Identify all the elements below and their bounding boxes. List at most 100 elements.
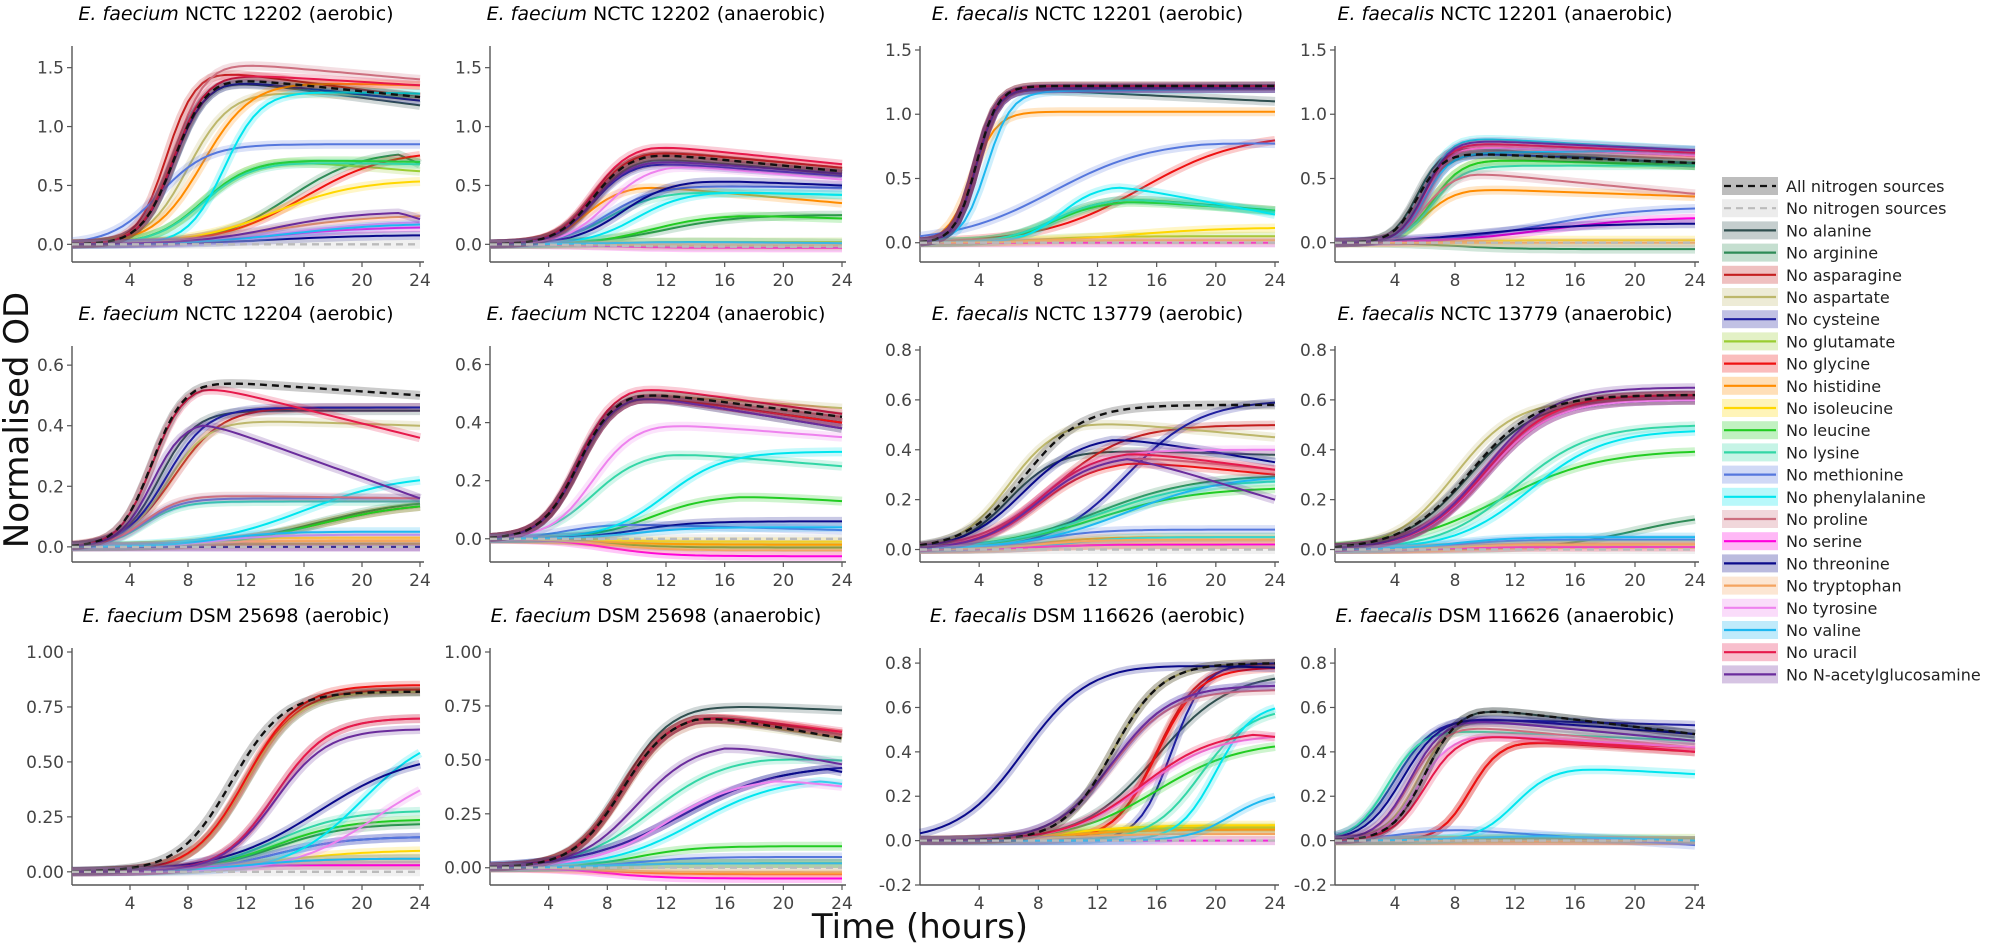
y-tick-label: 0.0 — [37, 235, 64, 255]
legend-label: No glutamate — [1786, 332, 1895, 351]
series-line-no-tryptophan — [490, 538, 842, 552]
x-tick-label: 8 — [1450, 894, 1461, 914]
x-tick-label: 8 — [602, 271, 613, 291]
y-tick-label: 0.2 — [37, 477, 64, 497]
series-line-no-valine — [71, 530, 420, 548]
x-tick-label: 8 — [602, 571, 613, 591]
y-tick-label: 0.75 — [444, 697, 482, 717]
series-line-no-threonine — [1334, 222, 1696, 243]
panel-10: E. faecium DSM 25698 (anaerobic) 0.00 0.25… — [444, 605, 853, 914]
series-line-no-tyrosine — [489, 780, 843, 868]
y-tick-label: 0.4 — [885, 743, 912, 763]
series-line-no-lysine — [1334, 164, 1695, 244]
x-tick-label: 4 — [125, 271, 136, 291]
x-tick-label: 24 — [409, 571, 431, 591]
x-tick-label: 8 — [1033, 271, 1044, 291]
series-line-no-uracil — [1334, 736, 1696, 842]
legend-label: No N-acetylglucosamine — [1786, 665, 1981, 684]
x-tick-label: 16 — [1146, 271, 1168, 291]
panel-title: E. faecalis NCTC 13779 (aerobic) — [932, 303, 1243, 325]
y-tick-label: 0.6 — [1300, 698, 1327, 718]
panel-title-species: E. faecium — [487, 3, 593, 25]
x-tick-label: 20 — [351, 894, 373, 914]
y-tick-label: 0.8 — [885, 654, 912, 674]
x-tick-label: 16 — [293, 271, 315, 291]
panel-title-strain: DSM 25698 (aerobic) — [189, 605, 390, 627]
x-tick-label: 4 — [1390, 571, 1401, 591]
y-tick-label: 1.5 — [37, 59, 64, 79]
x-tick-label: 12 — [1504, 271, 1526, 291]
legend-item-no-serine: No serine — [1722, 532, 1862, 551]
series-line-no-lysine — [1334, 730, 1696, 838]
legend-item-no-threonine: No threonine — [1722, 554, 1890, 573]
legend-label: No asparagine — [1786, 266, 1902, 285]
series-line-no-n-acetylglucosamine — [71, 424, 421, 547]
series-line-no-threonine — [489, 180, 843, 245]
x-tick-label: 16 — [1564, 571, 1586, 591]
panel-title-strain: NCTC 12201 (aerobic) — [1034, 3, 1243, 25]
legend-label: No cysteine — [1786, 310, 1880, 329]
series-line-no-lysine — [1334, 424, 1696, 550]
series-line-all-nitrogen-sources — [919, 403, 1275, 547]
x-tick-label: 24 — [831, 571, 853, 591]
y-tick-label: 0.75 — [26, 698, 64, 718]
x-tick-label: 12 — [655, 571, 677, 591]
series-line-no-aspartate — [919, 423, 1276, 548]
series-line-no-proline — [71, 495, 421, 547]
x-tick-label: 8 — [183, 894, 194, 914]
x-tick-label: 24 — [409, 894, 431, 914]
series-line-no-alanine — [71, 409, 420, 547]
x-tick-label: 8 — [602, 894, 613, 914]
x-tick-label: 20 — [1205, 894, 1227, 914]
series-line-no-phenylalanine — [1334, 430, 1696, 550]
x-tick-label: 12 — [235, 894, 257, 914]
y-tick-label: 0.0 — [885, 541, 912, 561]
x-tick-label: 20 — [1624, 271, 1646, 291]
legend-label: No tyrosine — [1786, 599, 1877, 618]
x-tick-label: 20 — [1205, 271, 1227, 291]
series-line-all-nitrogen-sources — [1334, 393, 1695, 549]
series-line-all-nitrogen-sources — [489, 394, 843, 539]
x-tick-label: 24 — [831, 271, 853, 291]
legend-item-no-glutamate: No glutamate — [1722, 332, 1895, 351]
series-line-no-n-acetylglucosamine — [489, 747, 843, 868]
x-tick-label: 20 — [351, 571, 373, 591]
panel-title: E. faecalis NCTC 12201 (aerobic) — [932, 3, 1243, 25]
y-tick-label: 0.4 — [885, 441, 912, 461]
y-tick-label: 0.0 — [37, 538, 64, 558]
legend-label: No threonine — [1786, 554, 1890, 573]
series-line-no-tryptophan — [920, 538, 1275, 551]
panel-title-strain: NCTC 12202 (aerobic) — [185, 3, 394, 25]
y-tick-label: 0.0 — [1300, 832, 1327, 852]
panel-2: E. faecium NCTC 12202 (anaerobic) 0.0 0.5 1… — [455, 3, 853, 291]
x-tick-label: 8 — [1450, 271, 1461, 291]
series-line-no-n-acetylglucosamine — [1334, 386, 1696, 549]
legend-label: No nitrogen sources — [1786, 199, 1946, 218]
y-tick-label: -0.2 — [1294, 876, 1327, 896]
panel-title-strain: NCTC 12204 (anaerobic) — [593, 303, 825, 325]
x-tick-label: 8 — [183, 271, 194, 291]
panel-title-species: E. faecalis — [1335, 605, 1438, 627]
legend-item-no-n-acetylglucosamine: No N-acetylglucosamine — [1722, 665, 1981, 684]
series-line-no-threonine — [919, 439, 1276, 548]
x-tick-label: 24 — [831, 894, 853, 914]
series-line-no-nitrogen-sources — [490, 243, 842, 248]
y-axis-title: Normalised OD — [0, 292, 37, 548]
panel-11: E. faecalis DSM 116626 (aerobic) -0.2 0.0 0… — [879, 605, 1286, 914]
series-line-no-n-acetylglucosamine — [1334, 140, 1696, 244]
y-tick-label: 0.5 — [37, 176, 64, 196]
y-tick-label: 0.2 — [455, 472, 482, 492]
y-tick-label: 0.50 — [26, 753, 64, 773]
panel-9: E. faecium DSM 25698 (aerobic) 0.00 0.25 0.… — [26, 605, 431, 914]
panel-title: E. faecalis DSM 116626 (aerobic) — [930, 605, 1245, 627]
x-tick-label: 4 — [974, 271, 985, 291]
y-tick-label: 0.4 — [455, 414, 482, 434]
series-line-all-nitrogen-sources — [71, 80, 421, 246]
y-tick-label: 0.5 — [885, 169, 912, 189]
x-tick-label: 12 — [235, 571, 257, 591]
x-tick-label: 16 — [1146, 894, 1168, 914]
x-tick-label: 16 — [714, 571, 736, 591]
x-tick-label: 12 — [1504, 571, 1526, 591]
series-line-no-proline — [1334, 727, 1696, 841]
y-tick-label: 1.00 — [26, 643, 64, 663]
